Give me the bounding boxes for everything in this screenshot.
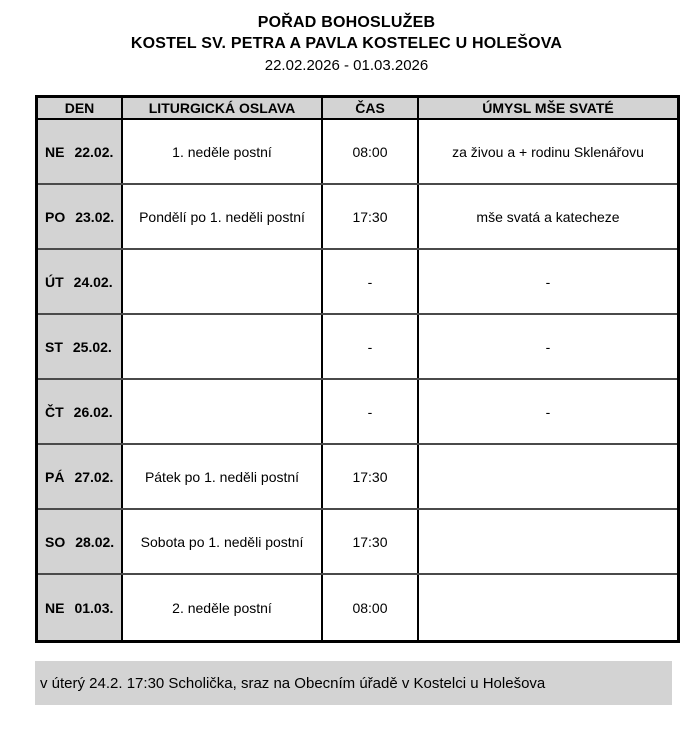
liturgy-cell: Pátek po 1. neděli postní	[123, 445, 323, 508]
day-cell: ÚT 24.02.	[38, 250, 123, 313]
day-abbr: NE	[45, 143, 65, 160]
day-date: 25.02.	[72, 338, 112, 355]
table-row: NE 01.03. 2. neděle postní 08:00	[38, 575, 677, 640]
day-cell: PÁ 27.02.	[38, 445, 123, 508]
table-row: ÚT 24.02. - -	[38, 250, 677, 315]
day-cell: PO 23.02.	[38, 185, 123, 248]
table-row: NE 22.02. 1. neděle postní 08:00 za živo…	[38, 120, 677, 185]
liturgy-cell	[123, 315, 323, 378]
intention-cell	[419, 510, 677, 573]
day-date: 22.02.	[74, 143, 114, 160]
liturgy-cell: 2. neděle postní	[123, 575, 323, 640]
day-abbr: PÁ	[45, 468, 65, 485]
table-row: ČT 26.02. - -	[38, 380, 677, 445]
time-cell: 17:30	[323, 510, 419, 573]
table-row: SO 28.02. Sobota po 1. neděli postní 17:…	[38, 510, 677, 575]
table-row: ST 25.02. - -	[38, 315, 677, 380]
date-range: 22.02.2026 - 01.03.2026	[264, 57, 429, 74]
day-cell: SO 28.02.	[38, 510, 123, 573]
intention-cell	[419, 575, 677, 640]
day-abbr: ČT	[45, 403, 64, 420]
day-date: 26.02.	[73, 403, 113, 420]
table-header-row: DEN LITURGICKÁ OSLAVA ČAS ÚMYSL MŠE SVAT…	[38, 98, 677, 120]
day-date: 23.02.	[75, 208, 115, 225]
day-abbr: SO	[45, 533, 66, 550]
table-row: PO 23.02. Pondělí po 1. neděli postní 17…	[38, 185, 677, 250]
day-date: 01.03.	[74, 599, 114, 616]
intention-cell: mše svatá a katecheze	[476, 208, 620, 225]
note-bar: v úterý 24.2. 17:30 Scholička, sraz na O…	[35, 661, 672, 705]
time-cell: 08:00	[323, 120, 419, 183]
liturgy-cell: 1. neděle postní	[123, 120, 323, 183]
day-date: 24.02.	[73, 273, 113, 290]
time-cell: 08:00	[323, 575, 419, 640]
column-header-cas: ČAS	[323, 98, 419, 118]
table-row: PÁ 27.02. Pátek po 1. neděli postní 17:3…	[38, 445, 677, 510]
document-header: POŘAD BOHOSLUŽEB KOSTEL SV. PETRA A PAVL…	[0, 0, 693, 77]
intention-cell: -	[545, 403, 551, 420]
document-subtitle: KOSTEL SV. PETRA A PAVLA KOSTELEC U HOLE…	[130, 35, 563, 52]
day-abbr: NE	[45, 599, 65, 616]
day-date: 27.02.	[74, 468, 114, 485]
day-cell: NE 01.03.	[38, 575, 123, 640]
liturgy-cell: Pondělí po 1. neděli postní	[123, 185, 323, 248]
liturgy-cell	[123, 380, 323, 443]
day-cell: ST 25.02.	[38, 315, 123, 378]
day-abbr: ST	[45, 338, 63, 355]
day-abbr: ÚT	[45, 273, 64, 290]
time-cell: 17:30	[323, 185, 419, 248]
intention-cell: -	[545, 273, 551, 290]
intention-cell	[419, 445, 677, 508]
column-header-liturgicka-oslava: LITURGICKÁ OSLAVA	[123, 98, 323, 118]
intention-cell: za živou a + rodinu Sklenářovu	[452, 143, 644, 160]
time-cell: -	[323, 380, 419, 443]
column-header-umysl-mse-svate: ÚMYSL MŠE SVATÉ	[482, 100, 614, 116]
document-title: POŘAD BOHOSLUŽEB	[257, 14, 436, 31]
time-cell: -	[323, 315, 419, 378]
liturgy-cell: Sobota po 1. neděli postní	[123, 510, 323, 573]
day-cell: ČT 26.02.	[38, 380, 123, 443]
time-cell: 17:30	[323, 445, 419, 508]
intention-cell: -	[545, 338, 551, 355]
day-cell: NE 22.02.	[38, 120, 123, 183]
day-abbr: PO	[45, 208, 66, 225]
time-cell: -	[323, 250, 419, 313]
schedule-table: DEN LITURGICKÁ OSLAVA ČAS ÚMYSL MŠE SVAT…	[35, 95, 680, 643]
column-header-den: DEN	[38, 98, 123, 118]
day-date: 28.02.	[75, 533, 115, 550]
liturgy-cell	[123, 250, 323, 313]
note-text: v úterý 24.2. 17:30 Scholička, sraz na O…	[40, 674, 546, 692]
